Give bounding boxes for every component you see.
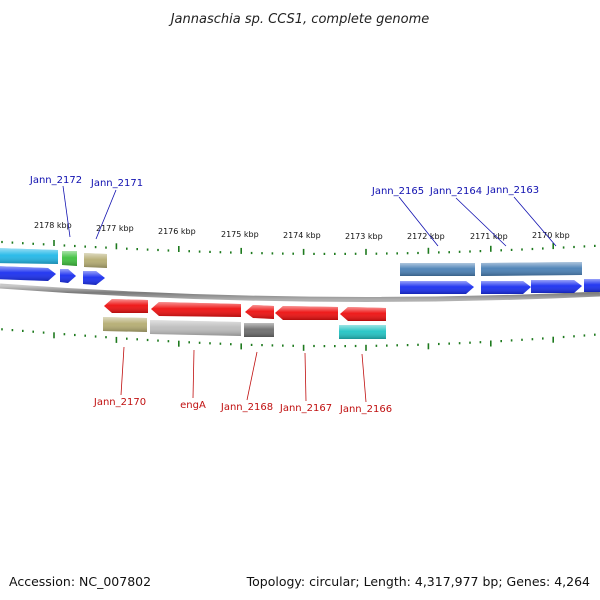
forward-gene-labels: Jann_2172 Jann_2171 Jann_2165 Jann_2164 … — [29, 175, 557, 247]
scale-label: 2177 kbp — [96, 224, 134, 233]
gene-label-jann-2171[interactable]: Jann_2171 — [90, 178, 143, 189]
gene-label-jann-2168[interactable]: Jann_2168 — [220, 402, 273, 413]
scale-label: 2178 kbp — [34, 221, 72, 230]
label-leader-line — [304, 352, 307, 402]
forward-gene-track — [0, 266, 600, 294]
scale-label: 2173 kbp — [345, 232, 383, 241]
scale-label: 2174 kbp — [283, 231, 321, 240]
gene-label-jann-2170[interactable]: Jann_2170 — [93, 397, 146, 408]
reverse-ruler — [1, 328, 596, 351]
forward-ruler — [1, 240, 596, 255]
reverse-feature-track — [103, 317, 386, 339]
label-leader-line — [513, 196, 557, 247]
label-leader-line — [246, 351, 258, 401]
scale-label: 2172 kbp — [407, 232, 445, 241]
reverse-gene-track — [104, 299, 386, 321]
genome-backbone — [0, 283, 600, 302]
gene-label-jann-2166[interactable]: Jann_2166 — [339, 404, 392, 415]
map-title: Jannaschia sp. CCS1, complete genome — [168, 12, 430, 27]
label-leader-line — [120, 346, 125, 396]
label-leader-line — [192, 349, 195, 399]
forward-feature-track — [0, 248, 582, 276]
scale-label: 2176 kbp — [158, 227, 196, 236]
scale-label: 2170 kbp — [532, 231, 570, 240]
reverse-gene-labels: Jann_2170 engA Jann_2168 Jann_2167 Jann_… — [93, 346, 392, 415]
gene-label-enga[interactable]: engA — [180, 400, 206, 411]
label-leader-line — [95, 189, 117, 240]
scale-label: 2175 kbp — [221, 230, 259, 239]
gene-label-jann-2165[interactable]: Jann_2165 — [371, 186, 424, 197]
gene-label-jann-2164[interactable]: Jann_2164 — [429, 186, 482, 197]
gene-label-jann-2167[interactable]: Jann_2167 — [279, 403, 332, 414]
label-leader-line — [361, 353, 367, 403]
gene-label-jann-2163[interactable]: Jann_2163 — [486, 185, 539, 196]
label-leader-line — [455, 197, 507, 247]
label-leader-line — [398, 196, 439, 247]
label-leader-line — [62, 185, 71, 238]
topology-text: Topology: circular; Length: 4,317,977 bp… — [246, 574, 590, 589]
gene-label-jann-2172[interactable]: Jann_2172 — [29, 175, 82, 186]
accession-text: Accession: NC_007802 — [9, 574, 152, 589]
scale-label: 2171 kbp — [470, 232, 508, 241]
scale-labels: 2178 kbp 2177 kbp 2176 kbp 2175 kbp 2174… — [34, 221, 570, 241]
